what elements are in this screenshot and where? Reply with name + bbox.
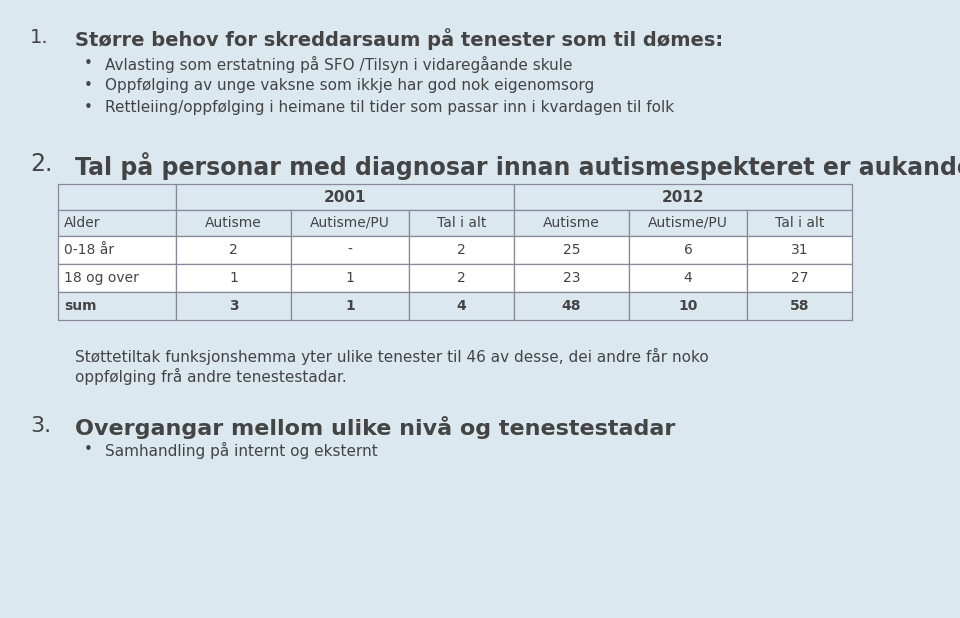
- Bar: [514, 236, 629, 264]
- Bar: [629, 292, 747, 320]
- Text: 2.: 2.: [30, 152, 53, 176]
- Bar: [58, 184, 176, 210]
- Text: 3.: 3.: [30, 416, 51, 436]
- Text: Alder: Alder: [64, 216, 101, 230]
- Text: Samhandling på internt og eksternt: Samhandling på internt og eksternt: [105, 442, 377, 459]
- Bar: [747, 236, 852, 264]
- Bar: [514, 292, 629, 320]
- Bar: [176, 264, 291, 292]
- Bar: [514, 184, 852, 210]
- Bar: [291, 292, 409, 320]
- Text: 2: 2: [457, 271, 466, 285]
- Text: 1: 1: [346, 271, 354, 285]
- Bar: [629, 264, 747, 292]
- Text: 23: 23: [563, 271, 580, 285]
- Bar: [58, 292, 176, 320]
- Bar: [176, 236, 291, 264]
- Bar: [409, 292, 514, 320]
- Text: Oppfølging av unge vaksne som ikkje har god nok eigenomsorg: Oppfølging av unge vaksne som ikkje har …: [105, 78, 594, 93]
- Bar: [409, 210, 514, 236]
- Text: 27: 27: [791, 271, 808, 285]
- Bar: [747, 210, 852, 236]
- Text: Autisme: Autisme: [543, 216, 600, 230]
- Bar: [747, 292, 852, 320]
- Bar: [58, 264, 176, 292]
- Bar: [176, 184, 514, 210]
- Text: 4: 4: [684, 271, 692, 285]
- Text: •: •: [84, 78, 92, 93]
- Text: 1.: 1.: [30, 28, 49, 47]
- Text: Støttetiltak funksjonshemma yter ulike tenester til 46 av desse, dei andre får n: Støttetiltak funksjonshemma yter ulike t…: [75, 348, 708, 365]
- Text: 4: 4: [457, 299, 467, 313]
- Text: 2001: 2001: [324, 190, 367, 205]
- Bar: [58, 236, 176, 264]
- Bar: [629, 236, 747, 264]
- Text: Tal i alt: Tal i alt: [437, 216, 486, 230]
- Text: 2: 2: [457, 243, 466, 257]
- Text: Rettleiing/oppfølging i heimane til tider som passar inn i kvardagen til folk: Rettleiing/oppfølging i heimane til tide…: [105, 100, 674, 115]
- Bar: [514, 264, 629, 292]
- Bar: [176, 292, 291, 320]
- Text: •: •: [84, 442, 92, 457]
- Text: -: -: [348, 243, 352, 257]
- Text: Autisme: Autisme: [205, 216, 262, 230]
- Bar: [629, 210, 747, 236]
- Text: Overgangar mellom ulike nivå og tenestestadar: Overgangar mellom ulike nivå og tenestes…: [75, 416, 676, 439]
- Bar: [291, 236, 409, 264]
- Text: sum: sum: [64, 299, 97, 313]
- Text: 10: 10: [679, 299, 698, 313]
- Text: 2012: 2012: [661, 190, 705, 205]
- Bar: [176, 210, 291, 236]
- Text: 0-18 år: 0-18 år: [64, 243, 114, 257]
- Text: 18 og over: 18 og over: [64, 271, 139, 285]
- Text: •: •: [84, 100, 92, 115]
- Text: Avlasting som erstatning på SFO /Tilsyn i vidaregåande skule: Avlasting som erstatning på SFO /Tilsyn …: [105, 56, 572, 73]
- Text: 6: 6: [684, 243, 692, 257]
- Text: 1: 1: [229, 271, 238, 285]
- Bar: [514, 210, 629, 236]
- Text: Tal på personar med diagnosar innan autismespekteret er aukande: Tal på personar med diagnosar innan auti…: [75, 152, 960, 180]
- Text: Større behov for skreddarsaum på tenester som til dømes:: Større behov for skreddarsaum på teneste…: [75, 28, 723, 50]
- Bar: [747, 264, 852, 292]
- Text: 58: 58: [790, 299, 809, 313]
- Text: 25: 25: [563, 243, 580, 257]
- Text: 31: 31: [791, 243, 808, 257]
- Text: Autisme/PU: Autisme/PU: [648, 216, 728, 230]
- Text: Tal i alt: Tal i alt: [775, 216, 825, 230]
- Text: 1: 1: [346, 299, 355, 313]
- Bar: [291, 264, 409, 292]
- Text: oppfølging frå andre tenestestadar.: oppfølging frå andre tenestestadar.: [75, 368, 347, 385]
- Text: 3: 3: [228, 299, 238, 313]
- Text: 2: 2: [229, 243, 238, 257]
- Bar: [291, 210, 409, 236]
- Text: •: •: [84, 56, 92, 71]
- Text: Autisme/PU: Autisme/PU: [310, 216, 390, 230]
- Bar: [58, 210, 176, 236]
- Bar: [409, 236, 514, 264]
- Text: 48: 48: [562, 299, 581, 313]
- Bar: [409, 264, 514, 292]
